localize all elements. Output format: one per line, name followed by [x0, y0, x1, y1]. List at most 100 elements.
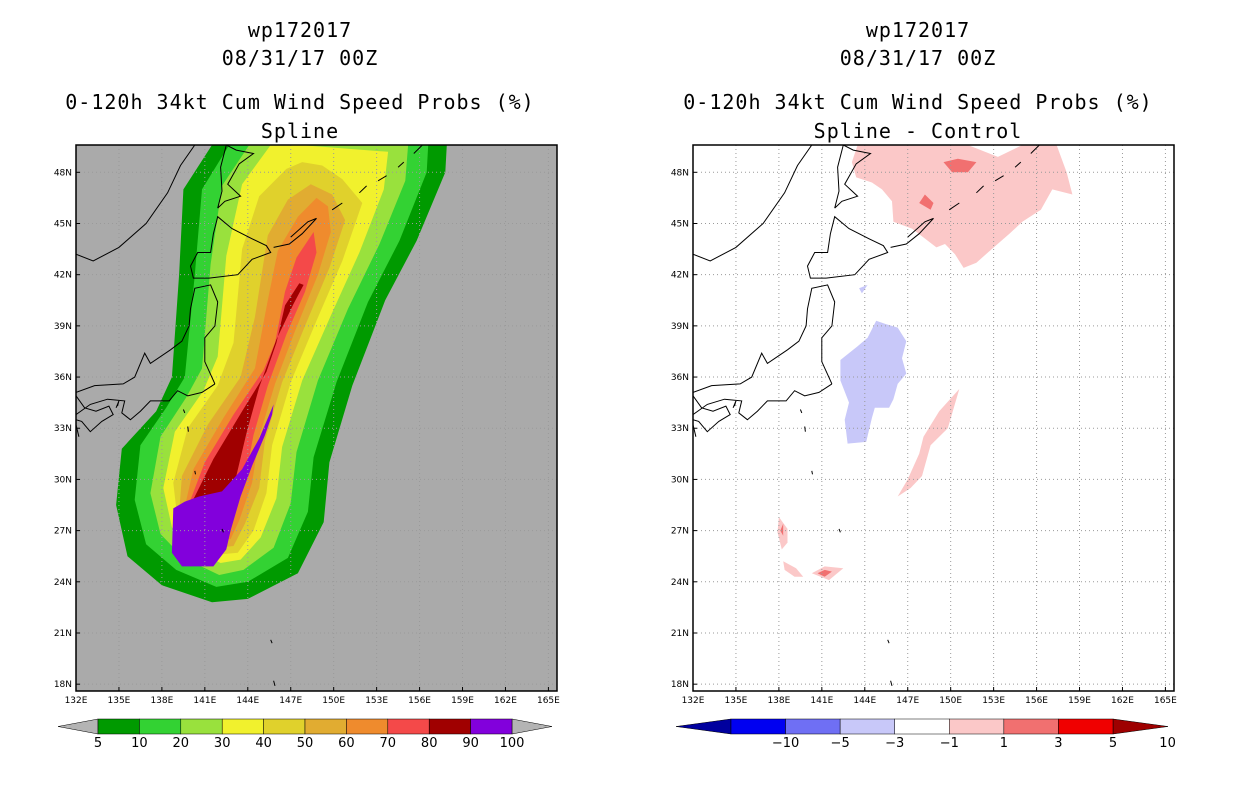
chart-title-date: 08/31/17 00Z	[221, 46, 379, 70]
colorbar-swatch	[387, 718, 430, 735]
right-chart-panel: wp172017 08/31/17 00Z 0-120h 34kt Cum Wi…	[618, 0, 1218, 800]
y-tick-label: 45N	[671, 219, 689, 229]
colorbar-swatch	[221, 718, 264, 735]
colorbar-swatch	[730, 718, 786, 735]
y-tick-label: 39N	[671, 322, 689, 332]
coastline	[115, 400, 120, 408]
probability-contour	[183, 283, 304, 528]
colorbar-swatch	[1003, 718, 1059, 735]
y-tick-label: 24N	[54, 578, 72, 588]
x-tick-label: 147E	[896, 696, 919, 706]
coastline	[890, 217, 934, 248]
colorbar-label: −5	[831, 736, 850, 751]
coastline	[76, 284, 219, 393]
coastline	[359, 185, 367, 194]
probability-contour	[780, 523, 784, 536]
coastline	[976, 185, 984, 194]
contour-layer	[76, 145, 557, 691]
colorbar-swatch	[839, 718, 895, 735]
colorbar-swatch	[180, 718, 223, 735]
coastline	[76, 145, 196, 262]
colorbar-label: 20	[173, 736, 190, 751]
colorbar: −10 −5 −3 −1 1 3 5 10	[675, 718, 1176, 751]
x-tick-label: 135E	[725, 696, 748, 706]
y-tick-label: 30N	[54, 475, 72, 485]
colorbar-swatch	[139, 718, 182, 735]
chart-title-date: 08/31/17 00Z	[839, 46, 997, 70]
coastline	[1014, 161, 1022, 168]
colorbar-swatch	[263, 718, 306, 735]
probability-contour	[783, 561, 804, 577]
coastline	[331, 202, 343, 211]
probability-map: 132E 135E 138E 141E 144E 147E 150E 153E 156E 159E…	[54, 144, 560, 751]
chart-title-product: 0-120h 34kt Cum Wind Speed Probs (%)	[65, 90, 535, 114]
coastline	[217, 145, 255, 209]
coastline	[693, 383, 833, 421]
colorbar-label: 70	[380, 736, 397, 751]
chart-title-method: Spline	[260, 119, 340, 143]
y-tick-label: 48N	[54, 168, 72, 178]
coastline	[189, 215, 272, 279]
coastline	[693, 395, 731, 433]
coastline	[838, 528, 841, 533]
coastline	[693, 145, 813, 262]
coastline	[806, 215, 889, 279]
y-tick-label: 27N	[54, 527, 72, 537]
colorbar-over-arrow	[511, 718, 553, 735]
y-tick-label: 21N	[54, 629, 72, 639]
colorbar-swatch	[346, 718, 389, 735]
colorbar-label: 1	[1000, 736, 1008, 751]
coastline	[804, 426, 806, 432]
colorbar-swatch	[97, 718, 140, 735]
coastline	[270, 639, 273, 644]
y-tick-label: 42N	[671, 271, 689, 281]
coastline	[732, 400, 737, 408]
colorbar-label: 40	[255, 736, 272, 751]
y-tick-label: 36N	[671, 373, 689, 383]
x-tick-label: 156E	[1025, 696, 1048, 706]
probability-contour	[919, 194, 934, 210]
colorbar-label: 90	[462, 736, 479, 751]
x-tick-label: 132E	[682, 696, 705, 706]
coastline	[834, 145, 872, 209]
y-tick-label: 36N	[54, 373, 72, 383]
colorbar-label: 10	[131, 736, 148, 751]
chart-title-product: 0-120h 34kt Cum Wind Speed Probs (%)	[683, 90, 1153, 114]
x-tick-label: 141E	[810, 696, 833, 706]
y-tick-label: 33N	[671, 424, 689, 434]
coastline	[187, 426, 189, 432]
x-tick-label: 162E	[494, 696, 517, 706]
colorbar-label: −3	[885, 736, 904, 751]
x-tick-label: 153E	[982, 696, 1005, 706]
x-tick-label: 147E	[279, 696, 302, 706]
x-tick-label: 144E	[853, 696, 876, 706]
chart-title-method: Spline - Control	[813, 119, 1023, 143]
colorbar-swatch	[304, 718, 347, 735]
y-tick-label: 45N	[54, 219, 72, 229]
colorbar-label: 10	[1159, 736, 1176, 751]
colorbar-swatch	[785, 718, 841, 735]
coastline	[397, 161, 405, 168]
probability-contour	[897, 389, 960, 497]
x-tick-label: 138E	[150, 696, 173, 706]
x-tick-label: 138E	[767, 696, 790, 706]
y-tick-label: 18N	[54, 680, 72, 690]
probability-contour	[171, 404, 274, 567]
colorbar: 5 10 20 30 40 50 60 70 80 90 100	[57, 718, 553, 751]
probability-contour	[840, 320, 907, 444]
coastline	[76, 395, 114, 433]
x-tick-label: 132E	[65, 696, 88, 706]
x-tick-label: 153E	[365, 696, 388, 706]
coastline	[693, 284, 836, 393]
x-tick-label: 141E	[193, 696, 216, 706]
coastline	[890, 680, 893, 687]
coastline	[273, 680, 276, 687]
x-tick-label: 159E	[1068, 696, 1091, 706]
map-frame	[692, 144, 1175, 692]
map-frame	[75, 144, 558, 692]
colorbar-over-arrow	[1112, 718, 1169, 735]
x-tick-label: 159E	[451, 696, 474, 706]
probability-contour	[859, 284, 868, 294]
colorbar-under-arrow	[675, 718, 732, 735]
colorbar-under-arrow	[57, 718, 99, 735]
